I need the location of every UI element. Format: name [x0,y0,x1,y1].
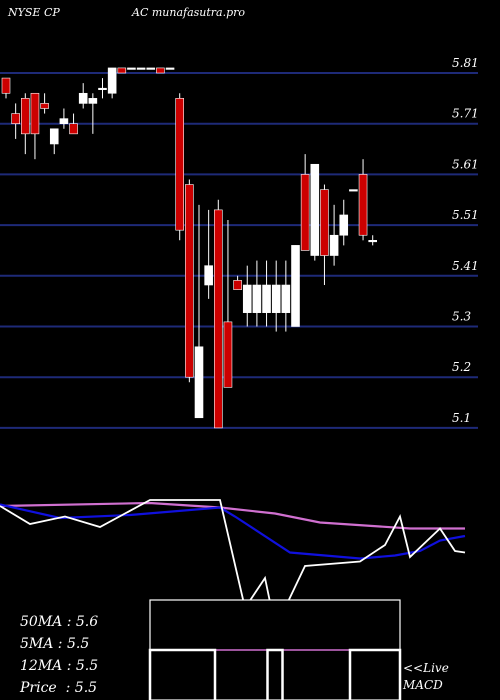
candle-body [40,103,49,109]
candle-body [30,92,40,135]
candle-body [271,284,281,313]
candle-body [49,128,59,145]
source-label: AC munafasutra.pro [132,6,246,19]
candle-body [281,284,291,313]
price-gridlines [0,72,478,429]
candle-body [320,189,329,256]
price-axis-labels: 5.81 5.71 5.61 5.51 5.41 5.3 5.2 5.1 [452,56,479,425]
candle-body [117,67,127,74]
candle-body [107,67,117,94]
candle-body [185,184,194,378]
stat-label: 50MA [20,614,63,630]
stat-value: 5.6 [75,614,99,630]
candle-body [310,163,320,256]
candle-body [329,234,339,256]
candle-body [11,113,20,124]
candle-body [69,123,78,135]
macd-title-label: MACD [403,678,443,692]
macd-live-label: <<Live [403,661,449,675]
price-tick-label: 5.51 [452,208,479,222]
macd-histogram-bar [348,648,402,700]
macd-histogram-bar [148,648,217,700]
price-tick-label: 5.3 [452,310,471,324]
macd-panel [148,599,402,700]
candle-body [88,98,98,104]
moving-average-panel [0,499,466,611]
ma_long-line [0,501,465,530]
candle-body [1,77,11,94]
candle-body [156,67,165,74]
candle-body [242,284,252,313]
candle-body [291,245,300,327]
candlesticks [1,67,378,429]
ma_mid-line [0,503,466,560]
stat-label: Price [20,680,57,696]
stat-value: 5.5 [66,636,90,652]
candle-body [194,346,204,419]
stat-price: Price : 5.5 [20,680,98,696]
price-tick-label: 5.71 [452,107,479,121]
ticker-label: NYSE CP [8,6,60,19]
macd-histogram-bar [266,648,284,700]
stat-50ma: 50MA : 5.6 [20,614,99,630]
stat-5ma: 5MA : 5.5 [20,636,90,652]
candle-body [175,98,184,231]
stat-label: 12MA [20,658,63,674]
stat-value: 5.5 [75,658,99,674]
candle-body [214,209,223,429]
stat-value: 5.5 [74,680,98,696]
candle-body [20,98,30,135]
price-tick-label: 5.61 [452,157,479,171]
candle-body [78,92,88,104]
price-tick-label: 5.2 [452,360,471,374]
price-tick-label: 5.81 [452,56,479,70]
candle-body [339,214,349,236]
candle-body [59,118,69,124]
candle-body [204,265,213,286]
price-tick-label: 5.41 [452,259,479,273]
stat-label: 5MA [20,636,54,652]
candle-body [165,67,175,70]
candle-body [233,280,242,290]
candle-body [127,67,136,70]
candle-body [358,174,368,236]
stat-12ma: 12MA : 5.5 [20,658,99,674]
candle-body [98,87,107,91]
candle-body [262,284,271,313]
candle-body [223,321,233,388]
candle-body [136,67,146,70]
candle-body [300,174,310,251]
candle-body [252,284,262,313]
price-tick-label: 5.1 [452,411,471,425]
candle-body [146,67,156,70]
candle-body [349,189,358,192]
candle-body [368,240,378,243]
